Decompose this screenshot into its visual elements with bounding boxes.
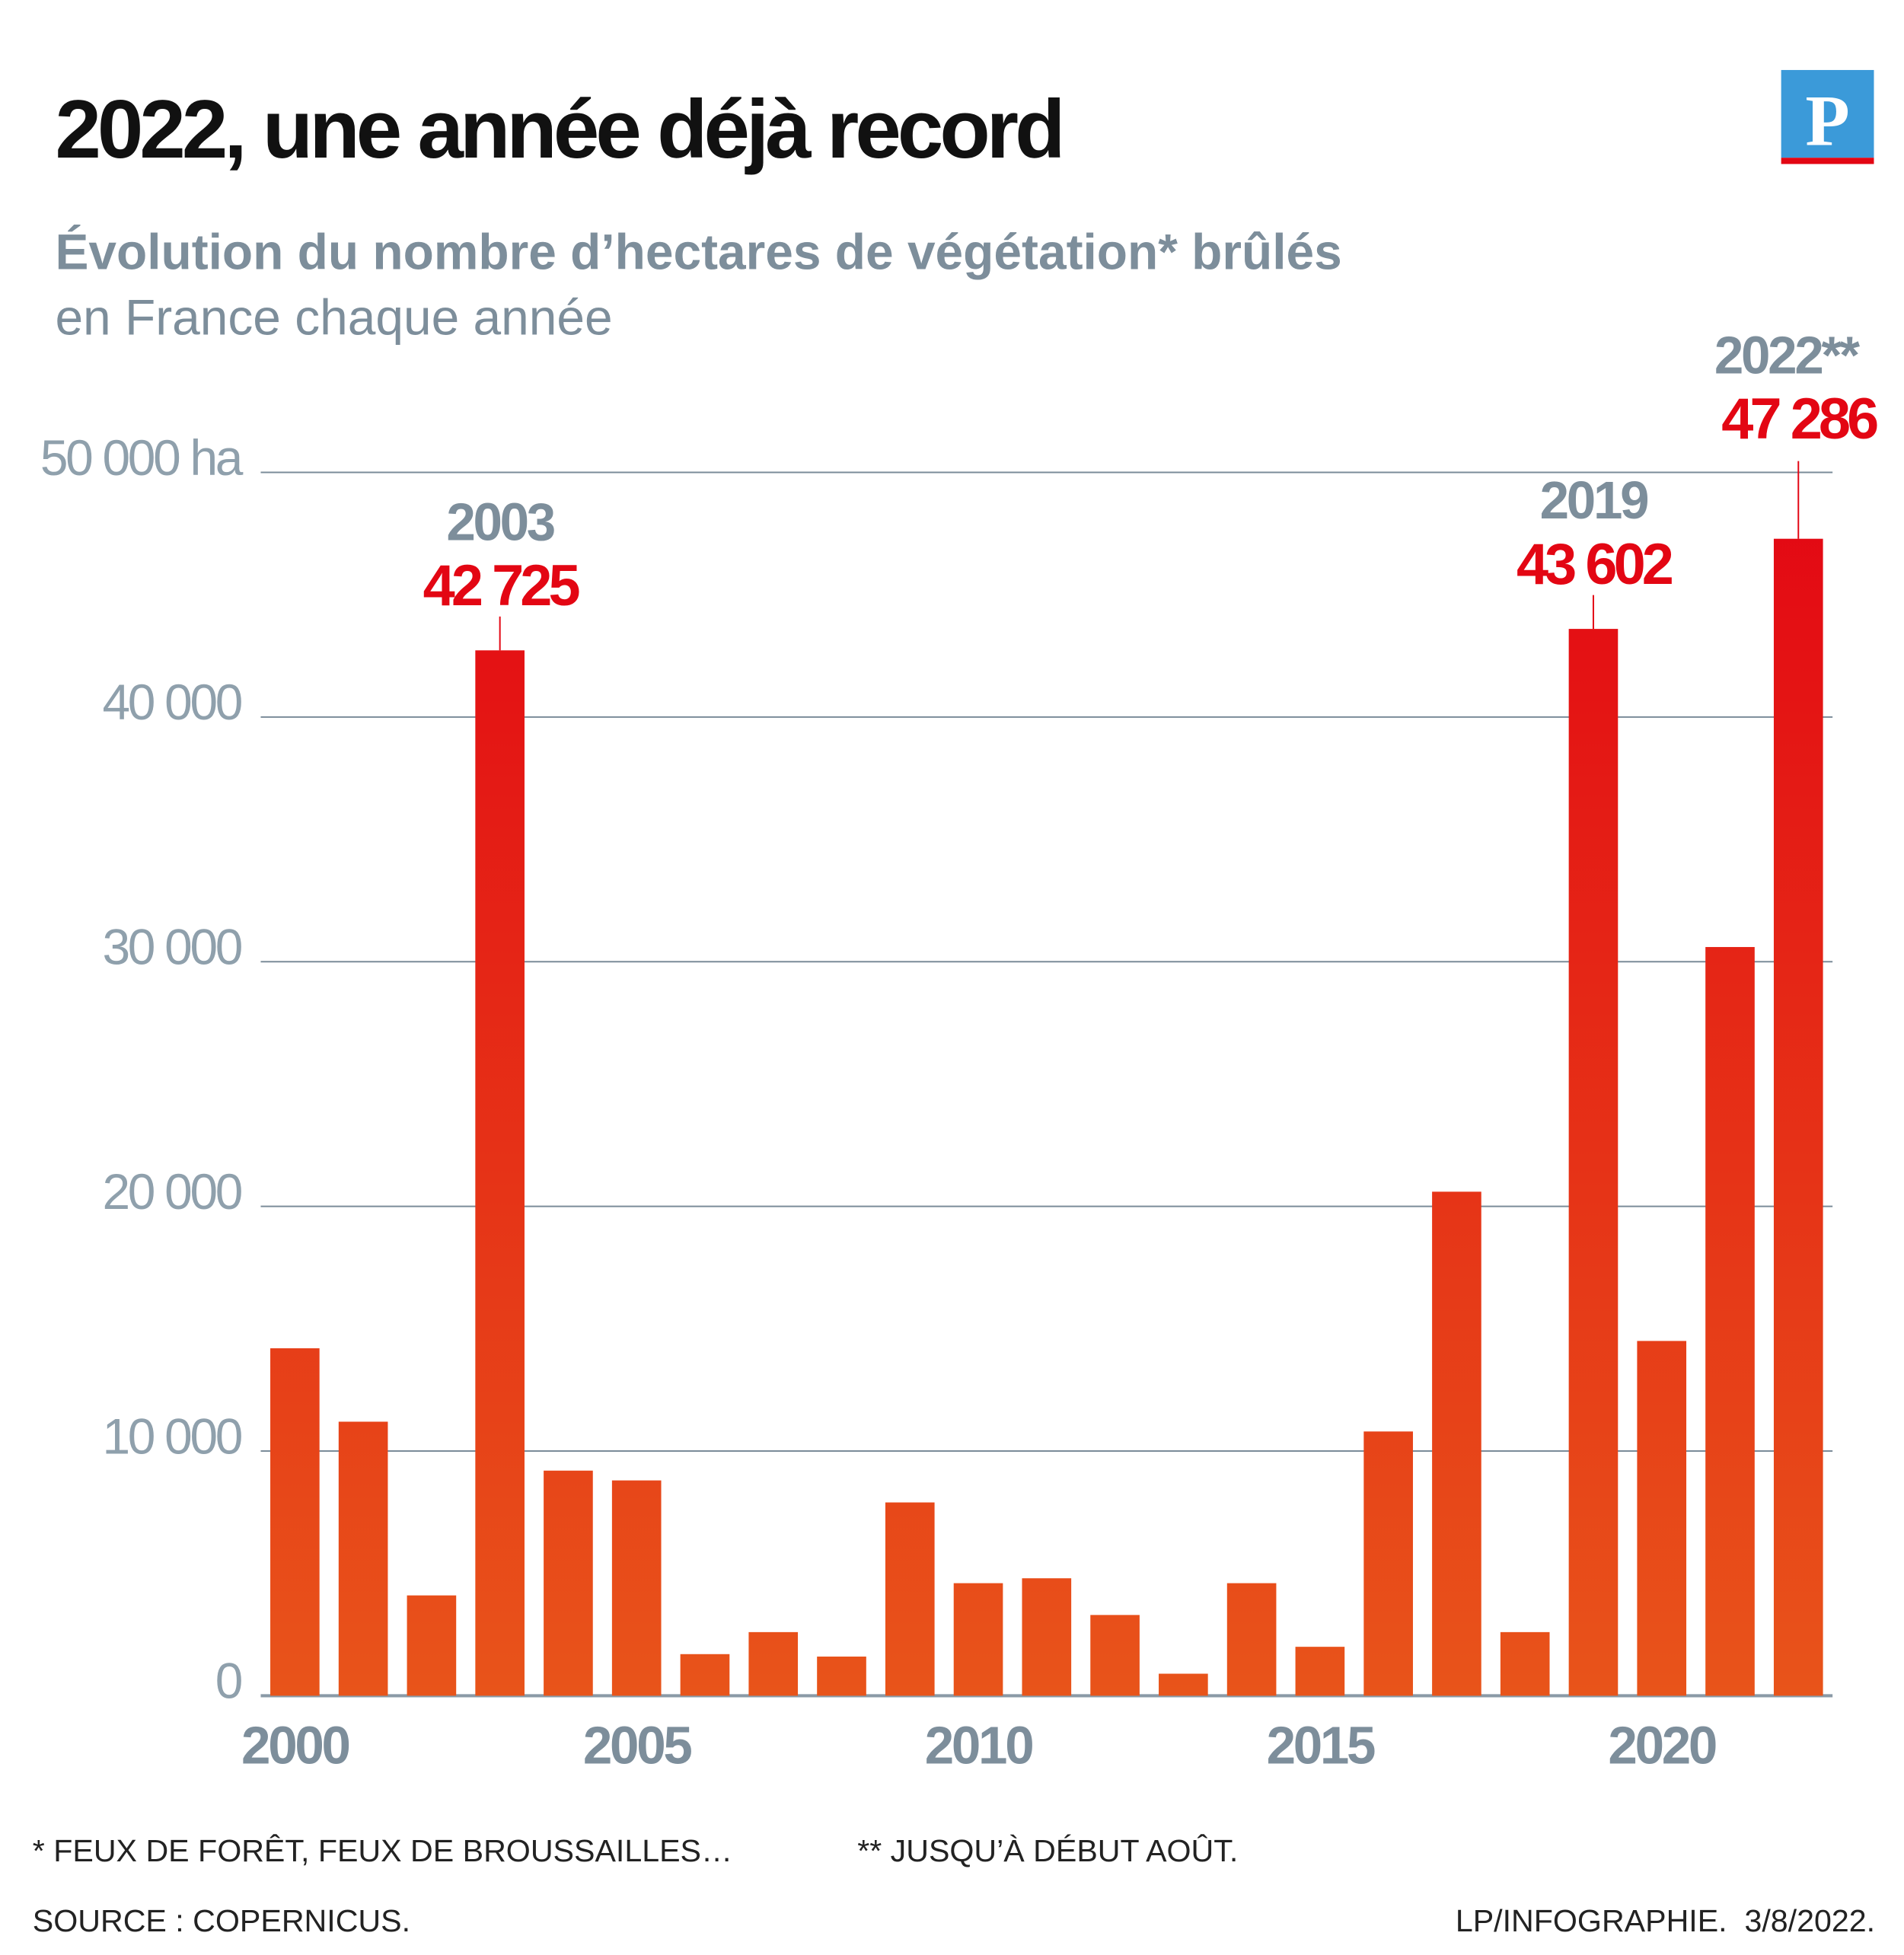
logo-text: P <box>1805 81 1849 161</box>
bar <box>475 650 525 1696</box>
source: SOURCE : COPERNICUS. <box>33 1903 410 1938</box>
y-tick-label: 40 000 <box>102 674 241 730</box>
x-tick-label: 2000 <box>241 1715 349 1775</box>
footnote: ** JUSQU’À DÉBUT AOÛT. <box>857 1833 1238 1868</box>
bar <box>680 1654 730 1696</box>
bar <box>748 1631 799 1696</box>
bar <box>1363 1431 1413 1696</box>
y-tick-label: 50 000 ha <box>40 429 244 486</box>
y-tick-label: 20 000 <box>102 1163 241 1220</box>
bar <box>885 1502 935 1696</box>
x-tick-label: 2005 <box>583 1715 691 1775</box>
bar <box>611 1480 662 1696</box>
bar <box>1090 1615 1140 1696</box>
bar <box>338 1421 388 1696</box>
bar <box>1637 1341 1687 1696</box>
credit: LP/INFOGRAPHIE. 3/8/2022. <box>1456 1903 1875 1938</box>
bar <box>1159 1673 1208 1696</box>
bar <box>544 1470 593 1696</box>
logo-bar <box>1781 158 1874 164</box>
bar <box>817 1657 866 1696</box>
bar-label: 2022** <box>1714 325 1860 384</box>
bar-label: 2003 <box>446 492 553 551</box>
bar <box>953 1583 1003 1696</box>
bar <box>1022 1578 1072 1696</box>
x-tick-label: 2015 <box>1267 1715 1375 1775</box>
chart-subtitle-2: en France chaque année <box>55 289 612 345</box>
chart-subtitle: Évolution du nombre d’hectares de végéta… <box>55 224 1341 280</box>
bar <box>1500 1631 1550 1696</box>
x-tick-label: 2010 <box>925 1715 1032 1775</box>
y-tick-label: 0 <box>215 1653 242 1709</box>
value-label: 42 725 <box>423 553 579 618</box>
bar <box>1773 538 1823 1696</box>
x-tick-label: 2020 <box>1608 1715 1715 1775</box>
bar <box>1705 946 1755 1696</box>
bar-label: 2019 <box>1540 470 1647 530</box>
footnote: * FEUX DE FORÊT, FEUX DE BROUSSAILLES… <box>33 1833 732 1868</box>
logo-box <box>1781 69 1874 158</box>
value-label: 43 602 <box>1517 532 1673 597</box>
bar <box>1226 1583 1277 1696</box>
y-tick-label: 10 000 <box>102 1408 241 1464</box>
bar <box>1295 1647 1345 1696</box>
chart-title: 2022, une année déjà record <box>55 84 1061 176</box>
bar <box>1432 1191 1481 1696</box>
value-label: 47 286 <box>1721 387 1877 451</box>
bar <box>1568 629 1619 1696</box>
bar <box>270 1348 320 1696</box>
y-tick-label: 30 000 <box>102 919 241 975</box>
bar <box>407 1595 457 1696</box>
